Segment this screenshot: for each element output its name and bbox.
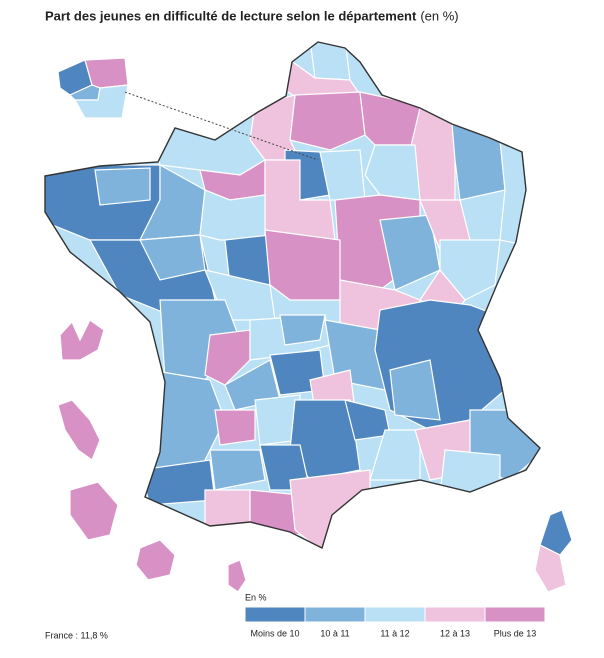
- department: [389, 359, 441, 421]
- department: [204, 329, 251, 386]
- mainland-outline: [44, 41, 541, 549]
- legend-swatch: [484, 606, 546, 623]
- department: [439, 449, 501, 496]
- department: [57, 399, 101, 461]
- paris-inset: [57, 57, 319, 161]
- legend: En % Moins de 10 10 à 11 11 à 12 12 à 13 Plu…: [244, 592, 546, 638]
- title: Part des jeunes en difficulté de lecture…: [45, 8, 417, 23]
- department: [135, 539, 176, 581]
- note: France : 11,8 %: [45, 630, 108, 640]
- department: [84, 57, 129, 89]
- department: [539, 509, 573, 556]
- overseas-departments: [57, 319, 247, 593]
- department: [149, 104, 266, 176]
- legend-label: 12 à 13: [440, 628, 470, 638]
- legend-swatch: [424, 606, 486, 623]
- department: [309, 42, 351, 81]
- department: [227, 559, 247, 593]
- department: [249, 489, 301, 536]
- legend-label: 11 à 12: [380, 628, 409, 638]
- corsica: [534, 509, 573, 593]
- department: [69, 481, 119, 541]
- legend-label: Moins de 10: [250, 628, 299, 638]
- department: [214, 409, 256, 446]
- legend-swatch: [364, 606, 426, 623]
- department: [451, 123, 506, 201]
- legend-swatch: [244, 606, 306, 623]
- legend-title: En %: [245, 592, 267, 602]
- department: [264, 229, 341, 301]
- legend-label: 10 à 11: [320, 628, 349, 638]
- department: [139, 459, 216, 506]
- title-unit: (en %): [420, 8, 458, 23]
- legend-swatch: [304, 606, 366, 623]
- legend-label: Plus de 13: [494, 628, 537, 638]
- department: [209, 449, 266, 491]
- department: [279, 314, 326, 346]
- department: [94, 167, 151, 206]
- department: [73, 84, 129, 119]
- department: [534, 544, 567, 593]
- department: [59, 319, 105, 361]
- department: [439, 239, 501, 301]
